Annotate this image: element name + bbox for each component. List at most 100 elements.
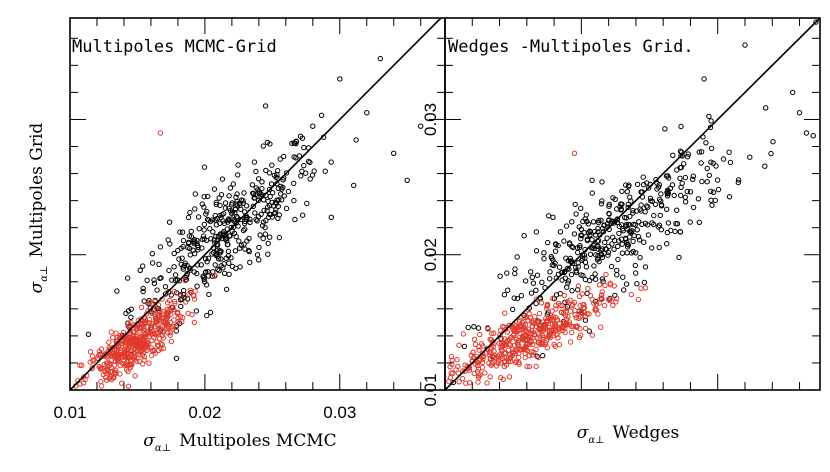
left-black-point (249, 182, 256, 188)
right-plot-frame (444, 17, 821, 391)
left-black-point (222, 200, 229, 206)
right-black-point (582, 317, 589, 323)
left-red-point (90, 358, 96, 364)
left-red-point (178, 293, 184, 299)
right-red-point (569, 329, 575, 336)
left-y-axis-text: Multipoles Grid (27, 123, 47, 258)
left-red-point (97, 365, 103, 371)
left-x-axis-label: σα⊥ Multipoles MCMC (143, 431, 336, 454)
right-black-point (624, 241, 631, 248)
right-black-point (587, 251, 594, 258)
left-y-axis-symbol: σ (27, 281, 47, 293)
left-black-point (222, 205, 229, 211)
right-black-point (681, 161, 687, 167)
left-red-point (159, 315, 166, 321)
left-black-point (364, 110, 370, 116)
left-red-point (127, 334, 133, 340)
left-red-point (159, 332, 166, 338)
left-black-point (193, 308, 200, 314)
left-red-point (77, 362, 83, 369)
right-black-point (625, 201, 631, 208)
right-red-point (513, 329, 519, 335)
right-red-point (524, 363, 530, 370)
right-red-point (526, 341, 533, 347)
left-black-point (166, 289, 172, 295)
left-red-point (80, 380, 87, 386)
left-red-point (144, 343, 151, 349)
left-black-point (270, 203, 277, 209)
right-black-point (595, 225, 601, 232)
left-red-point (120, 334, 126, 341)
right-panel-title: Wedges -Multipoles Grid. (448, 37, 694, 57)
left-black-point (263, 167, 269, 174)
left-black-point (151, 277, 157, 283)
right-red-point (591, 300, 597, 306)
right-red-point (533, 363, 539, 370)
right-black-point (614, 267, 620, 274)
left-black-point (128, 314, 134, 320)
right-black-point (678, 164, 684, 171)
right-black-point (616, 230, 622, 237)
right-red-point (479, 364, 486, 371)
left-red-point (139, 321, 145, 327)
left-black-point (281, 153, 287, 160)
right-black-point (633, 270, 639, 276)
left-red-point (165, 314, 171, 320)
right-red-point (475, 374, 482, 381)
left-black-point (283, 205, 290, 212)
right-black-point (668, 227, 674, 234)
right-black-point (565, 280, 571, 286)
left-black-point (227, 185, 234, 191)
right-y-tick-label: 0.03 (421, 103, 440, 136)
right-black-point (571, 231, 578, 237)
left-black-point (188, 228, 195, 235)
left-black-point (268, 181, 275, 187)
left-black-point (265, 251, 271, 257)
right-red-point (540, 336, 546, 342)
left-black-point (226, 260, 232, 266)
right-black-point (620, 274, 626, 280)
right-black-point (582, 259, 589, 265)
right-black-point (618, 206, 624, 212)
left-black-point (179, 255, 185, 261)
left-black-point (186, 233, 193, 239)
right-red-point (530, 341, 536, 348)
right-black-point (623, 281, 630, 287)
right-black-point (803, 130, 810, 136)
right-red-point (476, 347, 482, 353)
left-black-point (259, 185, 265, 192)
left-red-point (101, 361, 108, 367)
left-black-point (293, 140, 299, 147)
right-red-point (507, 355, 514, 361)
left-black-point (276, 197, 282, 203)
left-black-point (253, 185, 259, 191)
left-red-point (149, 352, 155, 359)
left-black-point (217, 232, 223, 238)
right-red-point (523, 341, 530, 348)
right-black-point (599, 198, 605, 204)
right-red-point (580, 305, 586, 311)
left-black-point (206, 291, 212, 298)
left-red-point (180, 314, 186, 321)
right-black-point (539, 279, 545, 285)
left-red-point (151, 348, 158, 354)
left-black-point (247, 219, 253, 226)
right-red-point (493, 363, 500, 369)
left-red-point (189, 312, 195, 318)
right-black-point (682, 174, 689, 181)
right-red-point (552, 322, 558, 329)
left-red-point (113, 330, 119, 336)
left-red-point (127, 364, 134, 371)
right-black-point (595, 219, 602, 226)
left-black-point (237, 245, 243, 251)
left-black-point (190, 238, 197, 244)
left-red-point (100, 371, 106, 378)
right-black-point (747, 154, 753, 160)
left-black-point (123, 310, 129, 317)
left-red-point (140, 361, 146, 367)
right-red-point (544, 318, 550, 324)
left-black-point (199, 236, 206, 243)
right-red-point (516, 361, 522, 367)
right-red-point (589, 332, 595, 338)
right-black-point (562, 299, 568, 305)
